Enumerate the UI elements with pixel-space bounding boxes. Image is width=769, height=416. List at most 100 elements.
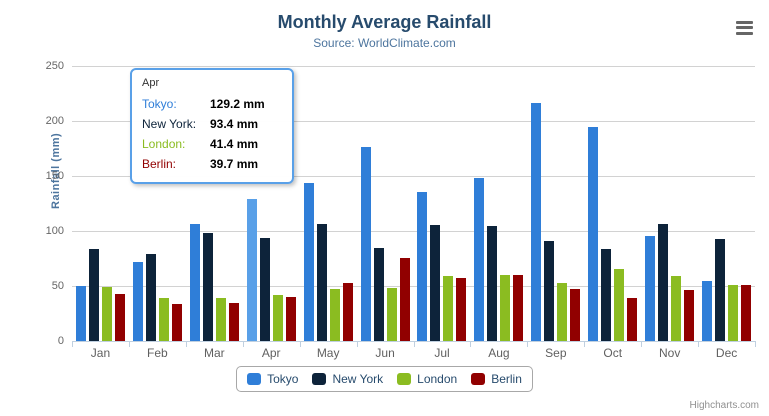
tooltip-series-value: 129.2 mm — [210, 97, 265, 111]
bar-group-mar — [186, 66, 243, 341]
legend-label: New York — [332, 372, 384, 386]
x-axis-tick — [414, 341, 415, 347]
bar-new-york-apr[interactable] — [259, 238, 270, 341]
bar-london-oct[interactable] — [614, 269, 625, 341]
highcharts-credit[interactable]: Highcharts.com — [689, 400, 759, 411]
gridline — [72, 121, 755, 122]
legend-label: London — [417, 372, 458, 386]
chart-title: Monthly Average Rainfall — [277, 12, 492, 32]
bar-new-york-oct[interactable] — [601, 249, 612, 341]
bar-group-jun — [357, 66, 414, 341]
bar-berlin-mar[interactable] — [228, 303, 239, 341]
export-menu-button[interactable] — [731, 16, 757, 38]
bar-london-jan[interactable] — [101, 287, 112, 341]
y-axis-label: 50 — [51, 280, 64, 292]
gridline — [72, 341, 755, 342]
bar-berlin-aug[interactable] — [513, 275, 524, 341]
bar-berlin-sep[interactable] — [570, 289, 581, 341]
bar-tokyo-mar[interactable] — [189, 224, 200, 341]
hamburger-icon — [733, 20, 755, 35]
bar-group-oct — [584, 66, 641, 341]
bar-tokyo-dec[interactable] — [702, 281, 713, 341]
legend-item-london[interactable]: London — [397, 372, 457, 386]
bar-new-york-aug[interactable] — [487, 226, 498, 341]
bar-london-sep[interactable] — [557, 283, 568, 341]
bar-london-apr[interactable] — [272, 295, 283, 341]
legend-item-new-york[interactable]: New York — [312, 372, 383, 386]
bar-tokyo-feb[interactable] — [132, 262, 143, 341]
bar-group-nov — [641, 66, 698, 341]
bar-new-york-mar[interactable] — [202, 233, 213, 341]
x-axis-label-dec: Dec — [715, 346, 738, 360]
bar-tokyo-jul[interactable] — [417, 192, 428, 341]
bar-london-may[interactable] — [329, 289, 340, 341]
x-axis-tick — [641, 341, 642, 347]
x-axis-tick — [527, 341, 528, 347]
legend-item-berlin[interactable]: Berlin — [471, 372, 522, 386]
x-axis-tick — [584, 341, 585, 347]
bar-tokyo-jan[interactable] — [75, 286, 86, 341]
bar-tokyo-apr[interactable] — [246, 199, 257, 341]
bar-london-aug[interactable] — [500, 275, 511, 341]
bar-berlin-dec[interactable] — [741, 285, 752, 341]
bar-berlin-jan[interactable] — [114, 294, 125, 341]
bar-tokyo-jun[interactable] — [360, 147, 371, 341]
tooltip-row: London: 41.4 mm — [142, 134, 282, 154]
tooltip-series-value: 41.4 mm — [210, 137, 259, 151]
x-axis-label-jul: Jul — [434, 346, 450, 360]
tooltip-series-value: 39.7 mm — [210, 157, 259, 171]
tooltip-series-label: Berlin: — [142, 157, 177, 171]
bar-new-york-may[interactable] — [316, 224, 327, 341]
x-axis-tick — [129, 341, 130, 347]
bar-new-york-jul[interactable] — [430, 225, 441, 341]
x-axis-label-sep: Sep — [545, 346, 567, 360]
bar-group-apr — [243, 66, 300, 341]
bar-berlin-feb[interactable] — [171, 304, 182, 341]
bar-new-york-sep[interactable] — [544, 241, 555, 341]
bar-tokyo-nov[interactable] — [645, 236, 656, 341]
bar-berlin-may[interactable] — [342, 283, 353, 341]
bar-new-york-jan[interactable] — [88, 249, 99, 341]
tooltip-series-value: 93.4 mm — [210, 117, 259, 131]
legend-swatch-berlin — [471, 373, 486, 385]
bar-berlin-apr[interactable] — [285, 297, 296, 341]
x-axis-labels: Jan Feb Mar Apr May Jun Jul Aug Sep Oct Nov Dec — [72, 346, 755, 360]
x-axis-label-nov: Nov — [659, 346, 681, 360]
bar-new-york-feb[interactable] — [145, 254, 156, 341]
x-axis-label-oct: Oct — [603, 346, 623, 360]
gridline — [72, 231, 755, 232]
y-axis-label: 200 — [45, 115, 64, 127]
bar-tokyo-may[interactable] — [303, 183, 314, 341]
bar-berlin-nov[interactable] — [684, 290, 695, 341]
bar-london-jun[interactable] — [386, 288, 397, 341]
y-axis-label: 250 — [45, 60, 64, 72]
bar-berlin-oct[interactable] — [627, 298, 638, 341]
x-axis-tick — [186, 341, 187, 347]
bar-tokyo-aug[interactable] — [474, 178, 485, 341]
x-axis-label-mar: Mar — [203, 346, 225, 360]
x-axis-tick — [357, 341, 358, 347]
bar-berlin-jul[interactable] — [456, 278, 467, 341]
bar-group-feb — [129, 66, 186, 341]
bar-tokyo-oct[interactable] — [588, 127, 599, 341]
bar-london-mar[interactable] — [215, 298, 226, 341]
bar-berlin-jun[interactable] — [399, 258, 410, 341]
bar-group-jan — [72, 66, 129, 341]
bar-london-jul[interactable] — [443, 276, 454, 341]
x-axis-tick — [755, 341, 756, 347]
bar-tokyo-sep[interactable] — [531, 103, 542, 341]
bar-london-dec[interactable] — [728, 285, 739, 341]
bar-london-nov[interactable] — [671, 276, 682, 341]
bar-group-sep — [527, 66, 584, 341]
y-axis-label: 0 — [57, 335, 64, 347]
legend-item-tokyo[interactable]: Tokyo — [247, 372, 298, 386]
bar-london-feb[interactable] — [158, 298, 169, 341]
legend-label: Berlin — [491, 372, 522, 386]
bar-new-york-dec[interactable] — [715, 239, 726, 341]
bar-new-york-jun[interactable] — [373, 248, 384, 341]
bar-group-may — [300, 66, 357, 341]
x-axis-label-aug: Aug — [488, 346, 510, 360]
chart-subtitle: Source: WorldClimate.com — [313, 36, 456, 50]
tooltip-row: Berlin: 39.7 mm — [142, 154, 282, 174]
bar-new-york-nov[interactable] — [658, 224, 669, 341]
